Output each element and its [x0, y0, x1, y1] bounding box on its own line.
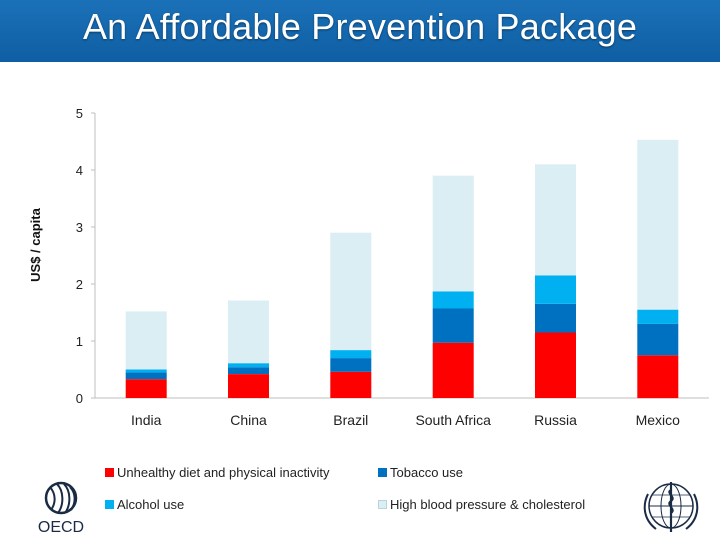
bar-russia-alcohol-use: [535, 275, 576, 304]
bar-russia-high-blood-pressure-cholesterol: [535, 164, 576, 276]
bar-india-unhealthy-diet-and-physical-inactivity: [125, 379, 167, 398]
page-title: An Affordable Prevention Package: [82, 6, 638, 47]
oecd-logo: OECD: [38, 481, 84, 536]
y-axis-label: US$ / capita: [28, 207, 43, 281]
y-tick-label: 2: [76, 277, 83, 292]
legend-item-diet: Unhealthy diet and physical inactivity: [105, 465, 329, 480]
y-tick-label: 4: [76, 163, 83, 178]
bar-brazil-unhealthy-diet-and-physical-inactivity: [330, 371, 372, 398]
legend-item-blood-pressure: High blood pressure & cholesterol: [378, 497, 585, 512]
x-tick-label-south-africa: South Africa: [415, 412, 491, 428]
legend-swatch-blood-pressure: [378, 500, 387, 509]
bar-brazil-tobacco-use: [330, 358, 372, 372]
bar-south-africa-high-blood-pressure-cholesterol: [432, 175, 474, 292]
legend-swatch-diet: [105, 468, 114, 477]
y-tick-label: 5: [76, 106, 83, 121]
legend-swatch-alcohol: [105, 500, 114, 509]
legend-label-blood-pressure: High blood pressure & cholesterol: [390, 497, 586, 512]
y-tick-label: 1: [76, 334, 83, 349]
bar-russia-tobacco-use: [535, 304, 576, 333]
y-axis-label-group: US$ / capita: [28, 207, 43, 281]
bar-russia-unhealthy-diet-and-physical-inactivity: [535, 332, 576, 398]
x-ticks: India China Brazil South Africa Russia Mexico: [131, 412, 680, 428]
title-banner: [0, 0, 720, 62]
x-tick-label-mexico: Mexico: [636, 412, 681, 428]
bar-brazil-high-blood-pressure-cholesterol: [330, 232, 372, 351]
bar-mexico-unhealthy-diet-and-physical-inactivity: [637, 355, 679, 399]
y-tick-label: 0: [76, 391, 83, 406]
bar-mexico-tobacco-use: [637, 323, 679, 356]
bar-mexico-alcohol-use: [637, 309, 679, 324]
who-logo: [643, 482, 699, 532]
bar-india-high-blood-pressure-cholesterol: [125, 311, 167, 370]
legend-swatch-tobacco: [378, 468, 387, 477]
legend-label-alcohol: Alcohol use: [117, 497, 185, 512]
stacked-bar-chart: US$ / capita 0 1 2 3 4 5 India China Brazil Sout…: [28, 106, 709, 428]
x-tick-label-russia: Russia: [534, 412, 577, 428]
legend-item-tobacco: Tobacco use: [378, 465, 463, 480]
bars: [125, 139, 679, 399]
bar-china-tobacco-use: [228, 367, 269, 374]
bar-india-tobacco-use: [125, 372, 167, 380]
x-tick-label-india: India: [131, 412, 162, 428]
bar-south-africa-unhealthy-diet-and-physical-inactivity: [432, 342, 474, 398]
bar-china-unhealthy-diet-and-physical-inactivity: [228, 374, 269, 398]
legend-label-tobacco: Tobacco use: [390, 465, 463, 480]
bar-brazil-alcohol-use: [330, 350, 372, 359]
legend-item-alcohol: Alcohol use: [105, 497, 184, 512]
legend-label-diet: Unhealthy diet and physical inactivity: [117, 465, 330, 480]
x-tick-label-china: China: [230, 412, 267, 428]
bar-south-africa-tobacco-use: [432, 308, 474, 343]
y-ticks: 0 1 2 3 4 5: [76, 106, 95, 406]
y-tick-label: 3: [76, 220, 83, 235]
bar-china-high-blood-pressure-cholesterol: [228, 300, 269, 364]
x-tick-label-brazil: Brazil: [333, 412, 368, 428]
bar-india-alcohol-use: [125, 369, 167, 373]
bar-china-alcohol-use: [228, 363, 269, 368]
bar-south-africa-alcohol-use: [432, 291, 474, 309]
oecd-logo-text: OECD: [38, 519, 84, 536]
bar-mexico-high-blood-pressure-cholesterol: [637, 139, 679, 310]
